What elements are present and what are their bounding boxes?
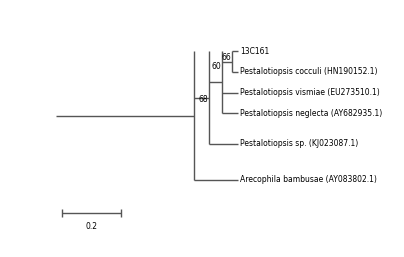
Text: 13C161: 13C161 bbox=[240, 47, 269, 56]
Text: Arecophila bambusae (AY083802.1): Arecophila bambusae (AY083802.1) bbox=[240, 175, 377, 185]
Text: 66: 66 bbox=[221, 53, 231, 62]
Text: Pestalotiopsis vismiae (EU273510.1): Pestalotiopsis vismiae (EU273510.1) bbox=[240, 88, 380, 97]
Text: 68: 68 bbox=[198, 95, 208, 104]
Text: Pestalotiopsis sp. (KJ023087.1): Pestalotiopsis sp. (KJ023087.1) bbox=[240, 139, 358, 149]
Text: Pestalotiopsis cocculi (HN190152.1): Pestalotiopsis cocculi (HN190152.1) bbox=[240, 67, 378, 77]
Text: 0.2: 0.2 bbox=[86, 222, 97, 231]
Text: Pestalotiopsis neglecta (AY682935.1): Pestalotiopsis neglecta (AY682935.1) bbox=[240, 108, 382, 118]
Text: 60: 60 bbox=[211, 62, 221, 71]
